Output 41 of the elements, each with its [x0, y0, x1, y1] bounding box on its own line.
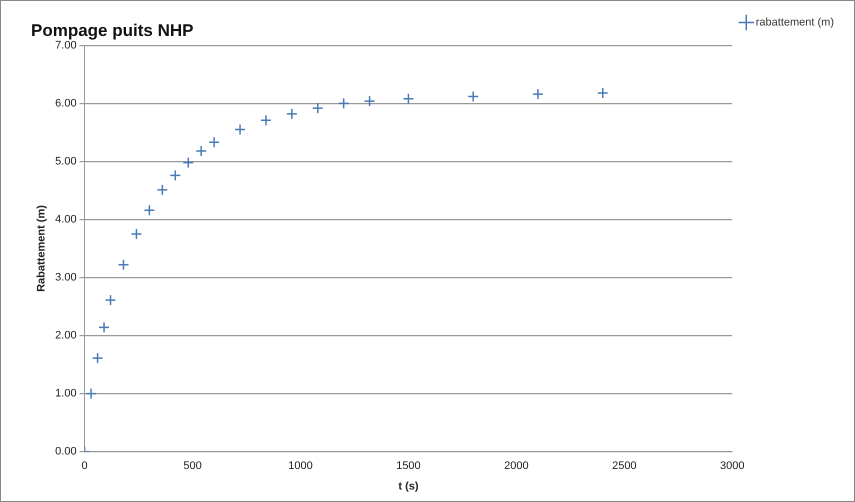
x-tick-label: 2500 — [612, 460, 637, 472]
x-tick-label: 0 — [82, 460, 88, 472]
point — [234, 124, 246, 136]
point — [364, 95, 376, 107]
y-tick-label: 2.00 — [55, 330, 77, 342]
y-tick-label: 1.00 — [55, 388, 77, 400]
point — [85, 388, 97, 400]
x-axis-title: t (s) — [398, 480, 419, 492]
x-tick-label: 1000 — [288, 460, 313, 472]
x-tick-label: 500 — [183, 460, 202, 472]
point — [532, 88, 544, 100]
legend-label: rabattement (m) — [756, 16, 834, 29]
point — [402, 93, 414, 105]
point — [156, 184, 168, 196]
point — [195, 145, 207, 157]
point — [170, 170, 182, 182]
x-tick-label: 3000 — [720, 460, 744, 472]
x-tick-label: 1500 — [396, 460, 421, 472]
y-tick-label: 5.00 — [55, 155, 77, 168]
point — [260, 114, 272, 126]
y-tick-label: 4.00 — [55, 214, 77, 226]
point — [130, 228, 142, 240]
y-tick-label: 6.00 — [55, 97, 77, 110]
point — [596, 87, 608, 99]
point — [104, 294, 116, 306]
point — [92, 352, 104, 364]
y-tick-label: 3.00 — [55, 272, 77, 284]
point — [467, 90, 479, 102]
point — [208, 136, 220, 148]
point — [118, 259, 130, 270]
point — [338, 98, 350, 110]
point — [98, 322, 110, 334]
point — [286, 108, 298, 120]
point — [312, 102, 324, 114]
point — [182, 156, 194, 168]
y-axis-title: Rabattement (m) — [36, 204, 48, 292]
point — [144, 204, 156, 216]
x-tick-label: 2000 — [504, 460, 529, 472]
chart-title: Pompage puits NHP — [31, 20, 194, 40]
y-tick-label: 0.00 — [55, 446, 77, 458]
y-tick-label: 7.00 — [55, 39, 77, 52]
